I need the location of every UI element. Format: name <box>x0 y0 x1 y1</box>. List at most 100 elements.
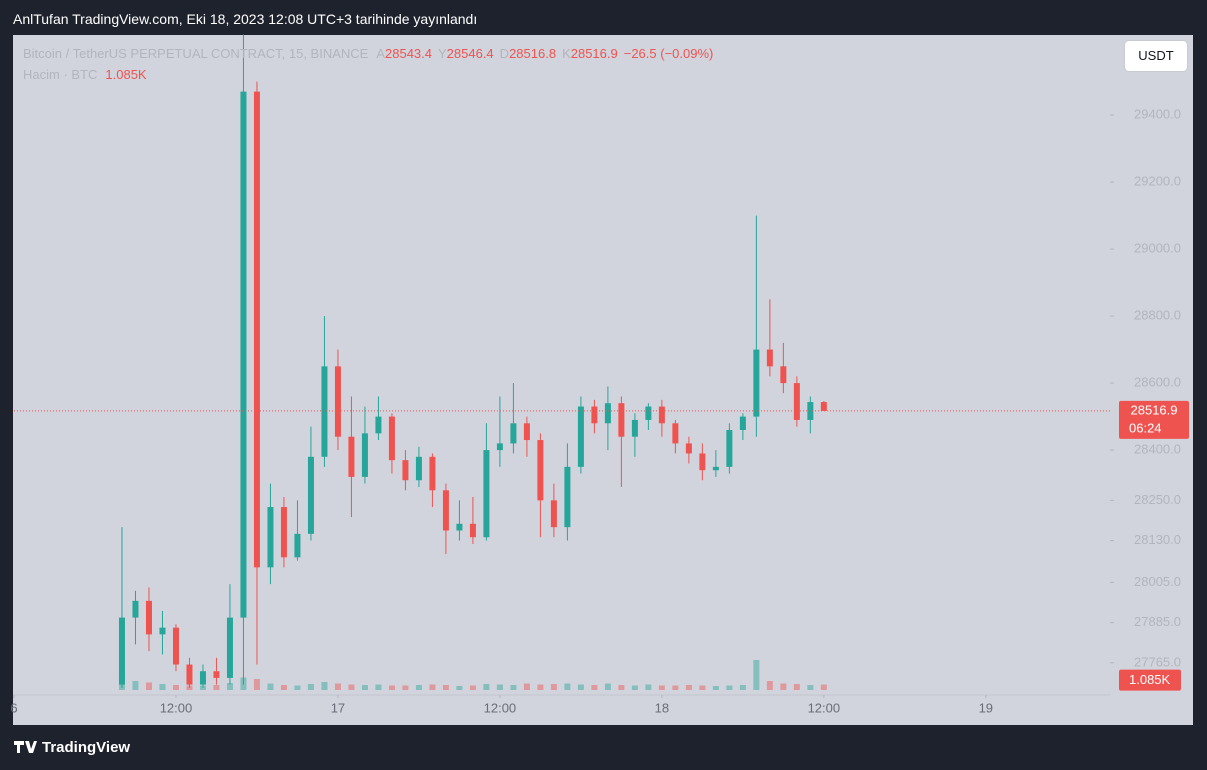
currency-button[interactable]: USDT <box>1124 40 1188 72</box>
volume-bar <box>577 684 584 690</box>
candle-body <box>429 456 436 491</box>
y-tick-label: 29200.0 <box>1134 174 1181 189</box>
volume-bar <box>820 684 827 690</box>
ohlc: A28543.4 Y28546.4 D28516.8 K28516.9 −26.5 (−… <box>376 46 713 61</box>
y-tick-label: 28600.0 <box>1134 375 1181 390</box>
y-tick-label: 28130.0 <box>1134 532 1181 547</box>
volume-bar <box>699 685 706 690</box>
legend-row: Bitcoin / TetherUS PERPETUAL CONTRACT, 1… <box>23 45 713 66</box>
ohlc-value: 28516.8 <box>509 46 557 61</box>
volume-bar <box>402 685 409 690</box>
volume-bar <box>753 660 760 690</box>
volume-bar <box>780 683 787 690</box>
candle-body <box>321 366 328 457</box>
candle-body <box>739 416 746 430</box>
volume-bar <box>523 683 530 690</box>
candle-body <box>159 627 166 635</box>
volume-bar <box>712 686 719 690</box>
volume-bar <box>631 685 638 690</box>
candle-body <box>469 523 476 538</box>
candle-body <box>726 429 733 467</box>
candle-body <box>766 349 773 367</box>
volume-bar <box>537 684 544 690</box>
volume-bar <box>307 684 314 690</box>
x-tick-label: 12:00 <box>808 700 841 715</box>
candle-body <box>510 423 517 444</box>
chart-background <box>13 35 1193 725</box>
x-tick-label: 12:00 <box>160 700 193 715</box>
ohlc-value: 28516.9 <box>570 46 618 61</box>
ohlc-value: 28543.4 <box>385 46 432 61</box>
candle-body <box>442 490 449 531</box>
legend-row: Hacim · BTC 1.085K <box>23 66 713 87</box>
legend: Bitcoin / TetherUS PERPETUAL CONTRACT, 1… <box>23 45 713 87</box>
y-tick-label: 27765.0 <box>1134 654 1181 669</box>
candle-body <box>483 450 490 538</box>
volume-bar <box>807 685 814 690</box>
volume-bar <box>172 685 179 690</box>
ohlc-value: 28546.4 <box>446 46 494 61</box>
candle-body <box>591 406 598 424</box>
ohlc-name: Y <box>438 46 447 61</box>
candle-body <box>672 423 679 444</box>
tv-logo <box>14 741 37 753</box>
y-tick-label: 27885.0 <box>1134 614 1181 629</box>
candle-body <box>226 617 233 678</box>
volume-bar <box>766 681 773 690</box>
candle-body <box>402 460 409 481</box>
candle-body <box>415 456 422 481</box>
candle-body <box>118 617 125 685</box>
y-tick-label: 28005.0 <box>1134 574 1181 589</box>
volume-bar <box>550 684 557 690</box>
volume-bar <box>793 684 800 690</box>
candle-body <box>712 466 719 471</box>
x-tick-label: 18 <box>655 700 669 715</box>
candle-body <box>361 433 368 477</box>
volume-bar <box>483 684 490 690</box>
candle-body <box>604 403 611 424</box>
ohlc-name: K <box>562 46 571 61</box>
candle-body <box>658 406 665 424</box>
volume-bar <box>618 685 625 690</box>
volume-bar <box>591 685 598 690</box>
x-tick-label: 12:00 <box>484 700 517 715</box>
header: AnlTufan TradingView.com, Eki 18, 2023 1… <box>13 11 478 27</box>
volume-bar <box>442 685 449 690</box>
volume-bar <box>294 685 301 690</box>
change: −26.5 (−0.09%) <box>623 46 714 61</box>
candle-body <box>537 440 544 501</box>
volume-bar <box>739 685 746 690</box>
volume-bar <box>685 685 692 690</box>
candle-body <box>631 419 638 437</box>
candle-body <box>523 423 530 441</box>
candle-body <box>550 500 557 528</box>
volume-bar <box>388 685 395 690</box>
candle-body <box>388 416 395 461</box>
candle-body <box>172 627 179 665</box>
candle-body <box>307 456 314 534</box>
footer-brand: TradingView <box>42 739 131 756</box>
candle-body <box>213 671 220 678</box>
volume-bar <box>348 684 355 690</box>
volume-bar <box>145 682 152 690</box>
candle-body <box>294 533 301 558</box>
x-tick-label: 17 <box>331 700 345 715</box>
candle-body <box>334 366 341 437</box>
volume-axis-label: 1.085K <box>1129 672 1171 687</box>
symbol-title: Bitcoin / TetherUS PERPETUAL CONTRACT, 1… <box>23 46 369 61</box>
candle-body <box>645 406 652 420</box>
volume-bar <box>159 684 166 690</box>
candle-body <box>793 383 800 420</box>
candle-body <box>577 406 584 467</box>
candle-body <box>564 466 571 528</box>
candle-body <box>132 600 139 618</box>
volume-bar <box>375 684 382 690</box>
volume-bar <box>415 685 422 690</box>
candle-body <box>348 436 355 477</box>
volume-bar <box>672 685 679 690</box>
y-tick-label: 29400.0 <box>1134 107 1181 122</box>
volume-bar <box>469 685 476 690</box>
volume-bar <box>604 683 611 690</box>
